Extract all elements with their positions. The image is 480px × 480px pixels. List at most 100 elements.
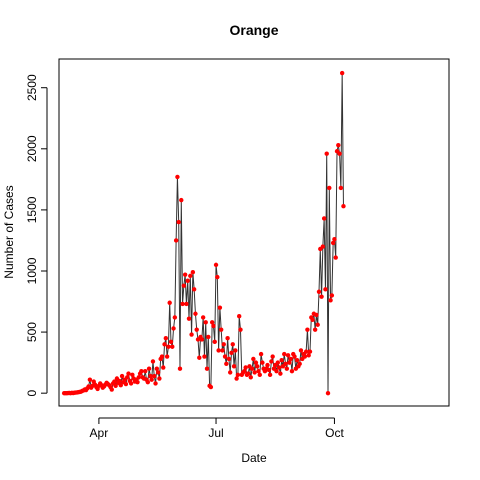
data-point <box>216 348 221 353</box>
data-point <box>338 185 344 191</box>
data-point <box>193 311 198 316</box>
data-point <box>222 354 228 359</box>
data-point <box>314 312 319 318</box>
data-point <box>212 339 217 345</box>
data-point <box>128 381 134 386</box>
data-point <box>148 373 153 379</box>
data-point <box>246 371 251 376</box>
data-point <box>276 365 282 370</box>
data-point <box>194 327 199 332</box>
data-point <box>227 370 233 375</box>
data-point <box>243 365 248 370</box>
data-point <box>150 359 156 364</box>
data-point <box>136 375 141 380</box>
data-point <box>221 342 226 347</box>
data-point <box>113 383 118 389</box>
data-point <box>330 240 336 246</box>
plot-frame <box>58 58 450 407</box>
y-tick-label: 500 <box>25 322 39 342</box>
data-point <box>152 373 157 379</box>
data-point <box>203 320 208 325</box>
data-point <box>274 368 279 374</box>
data-point <box>176 219 181 225</box>
data-point <box>332 237 337 242</box>
data-point <box>341 204 346 209</box>
data-point <box>143 368 148 374</box>
data-point <box>185 278 190 283</box>
data-point <box>173 238 179 243</box>
data-point <box>333 255 338 260</box>
data-point <box>327 185 332 191</box>
data-point <box>297 361 302 367</box>
data-point <box>220 348 225 353</box>
data-point <box>238 327 243 332</box>
data-point <box>287 360 292 365</box>
data-point <box>112 379 117 384</box>
data-point <box>336 142 341 148</box>
data-point <box>315 322 320 327</box>
data-point <box>255 364 260 369</box>
y-tick-label: 0 <box>25 390 39 397</box>
series-line <box>64 73 344 394</box>
data-point <box>200 315 206 320</box>
series-group <box>61 70 346 396</box>
y-axis-label: Number of Cases <box>2 185 16 278</box>
data-point <box>302 354 308 359</box>
data-point <box>325 390 331 396</box>
data-point <box>217 305 223 310</box>
data-point <box>256 368 261 374</box>
data-point <box>328 298 333 303</box>
data-point <box>215 274 220 280</box>
data-point <box>161 365 166 370</box>
data-point <box>149 377 154 382</box>
data-point <box>253 360 259 365</box>
data-point <box>202 354 207 359</box>
data-point <box>153 381 158 386</box>
data-point <box>218 327 224 332</box>
data-point <box>172 315 178 320</box>
y-tick-label: 2500 <box>25 74 39 101</box>
y-axis: 0 500 1000 1500 2000 2500 <box>25 74 48 397</box>
data-point <box>208 384 214 390</box>
data-point <box>162 342 167 347</box>
data-point <box>316 289 322 294</box>
data-point <box>251 356 256 362</box>
data-point <box>167 300 172 305</box>
data-point <box>190 270 196 275</box>
data-point <box>329 293 335 298</box>
y-tick-label: 2000 <box>25 135 39 162</box>
data-point <box>284 366 290 371</box>
data-point <box>170 344 175 349</box>
data-point <box>135 379 140 385</box>
data-point <box>235 372 241 378</box>
data-point <box>139 368 144 374</box>
data-point <box>155 370 161 375</box>
data-point <box>279 357 284 363</box>
data-point <box>320 244 326 249</box>
data-point <box>177 366 183 371</box>
data-point <box>248 375 253 380</box>
data-point <box>168 339 174 345</box>
y-tick-label: 1000 <box>25 257 39 284</box>
data-point <box>303 349 309 354</box>
data-point <box>321 216 327 221</box>
data-point <box>269 359 274 364</box>
x-axis-label: Date <box>241 451 267 465</box>
data-point <box>242 368 247 374</box>
data-point <box>117 378 122 384</box>
data-point <box>285 353 291 358</box>
data-point <box>289 368 295 374</box>
data-point <box>323 287 328 292</box>
data-point <box>270 354 275 359</box>
data-point <box>181 283 187 288</box>
data-point <box>157 376 162 381</box>
data-point <box>204 366 210 371</box>
data-point <box>265 362 270 368</box>
data-point <box>145 379 151 385</box>
data-point <box>225 335 230 341</box>
data-point <box>213 262 219 268</box>
chart-title: Orange <box>229 22 278 38</box>
data-point <box>237 314 242 319</box>
data-point <box>307 349 313 354</box>
